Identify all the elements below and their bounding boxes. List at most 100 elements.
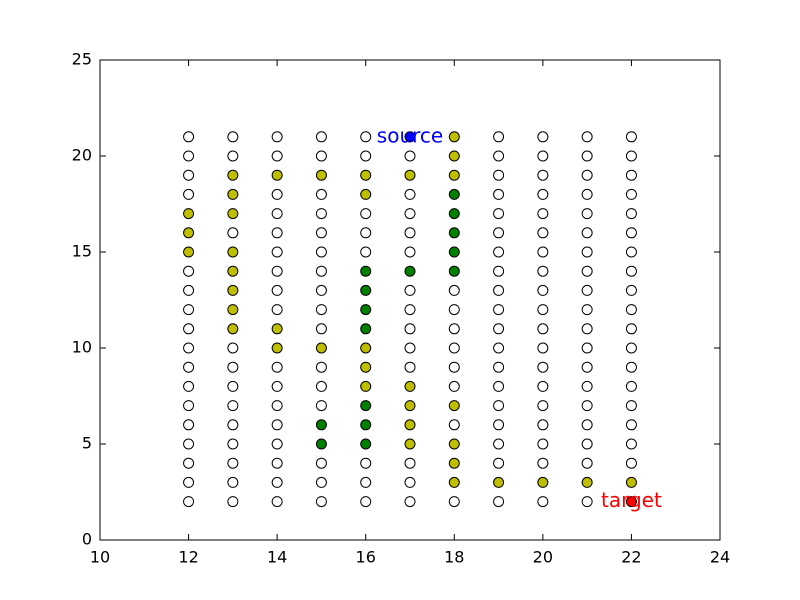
point bbox=[448, 150, 460, 162]
point bbox=[183, 284, 195, 296]
point bbox=[493, 169, 505, 181]
point bbox=[625, 342, 637, 354]
point bbox=[537, 304, 549, 316]
point bbox=[271, 227, 283, 239]
point bbox=[360, 246, 372, 258]
point bbox=[404, 208, 416, 220]
point bbox=[360, 208, 372, 220]
annotation: target bbox=[601, 488, 662, 512]
point bbox=[625, 284, 637, 296]
point bbox=[227, 419, 239, 431]
point bbox=[625, 419, 637, 431]
point bbox=[581, 496, 593, 508]
point bbox=[183, 304, 195, 316]
point bbox=[271, 419, 283, 431]
point bbox=[625, 380, 637, 392]
point bbox=[404, 304, 416, 316]
point bbox=[183, 323, 195, 335]
point bbox=[404, 150, 416, 162]
point bbox=[581, 342, 593, 354]
point bbox=[271, 188, 283, 200]
point bbox=[448, 131, 460, 143]
point bbox=[227, 150, 239, 162]
x-tick-label: 20 bbox=[533, 548, 553, 567]
point bbox=[537, 342, 549, 354]
point bbox=[315, 380, 327, 392]
point bbox=[315, 476, 327, 488]
point bbox=[448, 496, 460, 508]
point bbox=[448, 227, 460, 239]
point bbox=[493, 342, 505, 354]
point bbox=[404, 457, 416, 469]
point bbox=[315, 265, 327, 277]
point bbox=[448, 246, 460, 258]
point bbox=[537, 400, 549, 412]
y-tick-label: 10 bbox=[72, 338, 92, 357]
point bbox=[360, 284, 372, 296]
point bbox=[183, 131, 195, 143]
point bbox=[625, 496, 637, 508]
point bbox=[493, 496, 505, 508]
point bbox=[227, 284, 239, 296]
point bbox=[227, 246, 239, 258]
annotation: source bbox=[377, 123, 443, 147]
point bbox=[271, 265, 283, 277]
point bbox=[360, 476, 372, 488]
point bbox=[227, 400, 239, 412]
point bbox=[360, 323, 372, 335]
point bbox=[404, 438, 416, 450]
point bbox=[625, 400, 637, 412]
point bbox=[625, 361, 637, 373]
point bbox=[493, 380, 505, 392]
point bbox=[493, 323, 505, 335]
x-tick-label: 16 bbox=[356, 548, 376, 567]
point bbox=[625, 304, 637, 316]
point bbox=[315, 496, 327, 508]
point bbox=[315, 400, 327, 412]
point bbox=[183, 188, 195, 200]
point bbox=[271, 169, 283, 181]
point bbox=[315, 227, 327, 239]
point bbox=[493, 208, 505, 220]
point bbox=[183, 476, 195, 488]
point bbox=[448, 361, 460, 373]
point bbox=[360, 265, 372, 277]
point bbox=[581, 380, 593, 392]
point bbox=[271, 457, 283, 469]
point bbox=[493, 131, 505, 143]
point bbox=[581, 476, 593, 488]
point bbox=[183, 227, 195, 239]
x-tick-label: 14 bbox=[267, 548, 287, 567]
point bbox=[448, 380, 460, 392]
point bbox=[404, 400, 416, 412]
point bbox=[581, 457, 593, 469]
point bbox=[625, 265, 637, 277]
point bbox=[227, 476, 239, 488]
point bbox=[271, 323, 283, 335]
point bbox=[448, 169, 460, 181]
point bbox=[183, 150, 195, 162]
point bbox=[183, 342, 195, 354]
y-tick-label: 25 bbox=[72, 50, 92, 69]
point bbox=[581, 131, 593, 143]
point bbox=[315, 361, 327, 373]
point bbox=[183, 265, 195, 277]
point bbox=[227, 380, 239, 392]
point bbox=[581, 265, 593, 277]
y-tick-label: 0 bbox=[82, 530, 92, 549]
point bbox=[404, 188, 416, 200]
point bbox=[271, 361, 283, 373]
point bbox=[227, 188, 239, 200]
point bbox=[271, 284, 283, 296]
point bbox=[271, 380, 283, 392]
point bbox=[227, 265, 239, 277]
point bbox=[537, 169, 549, 181]
point bbox=[227, 304, 239, 316]
point bbox=[404, 284, 416, 296]
point bbox=[537, 131, 549, 143]
point bbox=[183, 400, 195, 412]
point bbox=[581, 419, 593, 431]
point bbox=[537, 188, 549, 200]
point bbox=[404, 246, 416, 258]
